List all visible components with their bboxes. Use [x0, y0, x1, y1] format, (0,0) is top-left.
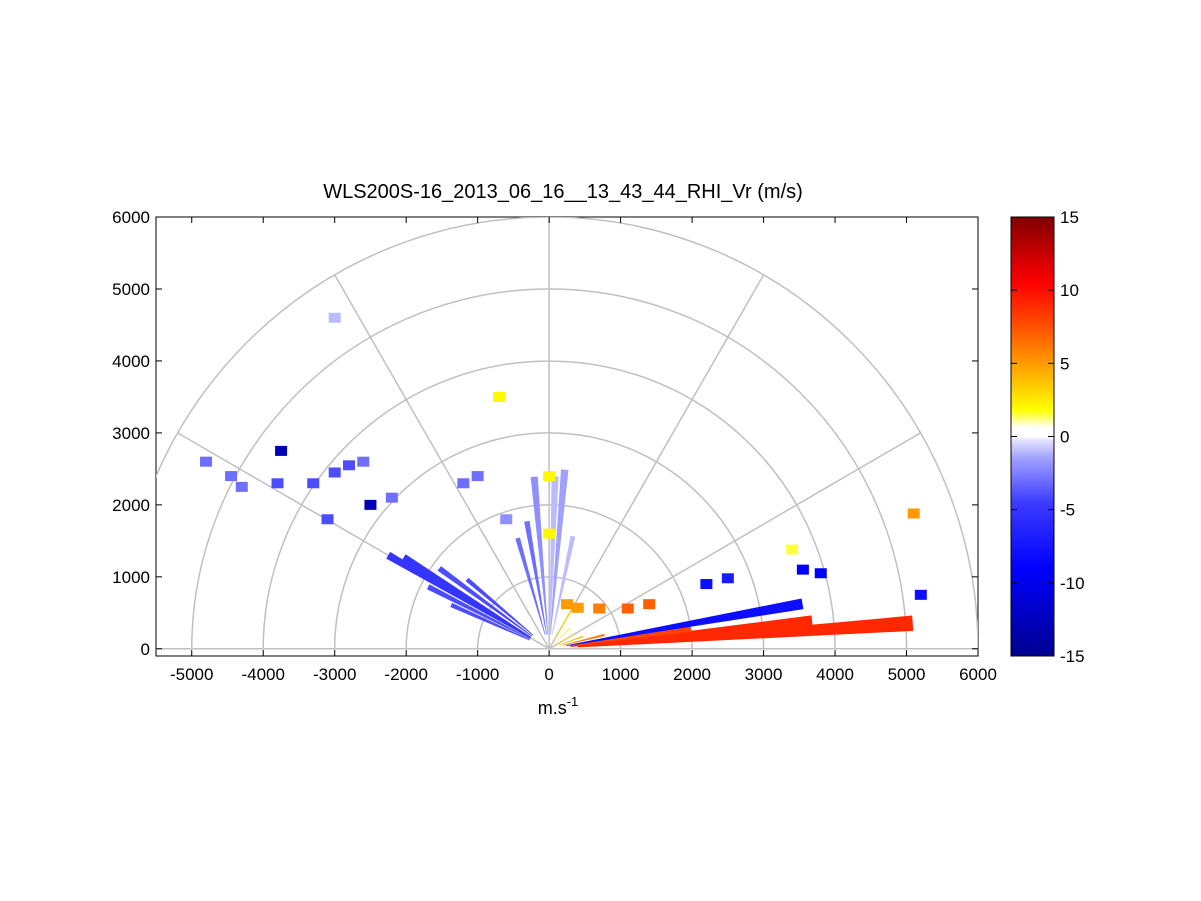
velocity-ray	[515, 537, 546, 636]
velocity-patch	[271, 478, 284, 489]
velocity-patch	[907, 508, 920, 519]
velocity-patch	[561, 599, 573, 610]
velocity-patch	[593, 603, 606, 614]
colorbar-tick-label: 5	[1060, 354, 1069, 373]
x-axis-label-base: m.s	[538, 698, 567, 718]
velocity-ray	[554, 628, 570, 644]
x-tick-label: 1000	[602, 665, 640, 684]
velocity-ray	[401, 554, 532, 638]
y-tick-label: 1000	[112, 568, 150, 587]
velocity-patch	[235, 481, 248, 492]
y-tick-label: 4000	[112, 352, 150, 371]
velocity-patch	[814, 568, 827, 579]
angle-spoke	[334, 274, 550, 650]
velocity-ray	[450, 602, 530, 641]
velocity-ray	[562, 633, 605, 646]
colorbar-tick-label: 0	[1060, 428, 1069, 447]
velocity-patch	[275, 445, 288, 456]
velocity-ray	[552, 610, 572, 643]
y-tick-label: 5000	[112, 280, 150, 299]
colorbar-tick-label: 10	[1060, 281, 1079, 300]
x-tick-label: 5000	[888, 665, 926, 684]
velocity-patch	[364, 499, 377, 510]
y-tick-label: 3000	[112, 424, 150, 443]
x-tick-label: 4000	[816, 665, 854, 684]
velocity-patch	[307, 478, 320, 489]
data-layer	[200, 312, 927, 648]
velocity-patch	[721, 573, 734, 584]
velocity-patch	[700, 579, 713, 590]
colorbar-tick-label: -10	[1060, 574, 1085, 593]
axes-ticks: -5000 -4000 -3000 -2000 -1000 0 1000 2000 3000 40…	[112, 208, 997, 684]
angle-spoke	[548, 432, 921, 650]
velocity-ray	[550, 469, 569, 635]
x-tick-label: -4000	[241, 665, 284, 684]
velocity-patch	[328, 467, 341, 478]
colorbar-ticks: 15 10 5 0 -5 -10 -15	[1011, 208, 1085, 666]
velocity-patch	[385, 492, 398, 503]
velocity-ray	[551, 535, 576, 635]
plot-area	[155, 216, 979, 657]
velocity-patch	[200, 456, 213, 467]
velocity-patch	[543, 528, 556, 539]
velocity-patch	[543, 471, 556, 482]
x-axis-label-superscript: -1	[567, 694, 579, 709]
x-tick-label: -2000	[384, 665, 427, 684]
x-tick-label: -5000	[170, 665, 213, 684]
velocity-patch	[342, 460, 355, 471]
velocity-ray	[465, 577, 533, 636]
velocity-patch	[643, 599, 656, 610]
velocity-ray	[570, 615, 813, 647]
velocity-patch	[321, 514, 334, 525]
x-tick-label: 3000	[745, 665, 783, 684]
colorbar-tick-label: 15	[1060, 208, 1079, 227]
velocity-ray	[566, 598, 804, 647]
x-tick-label: -3000	[313, 665, 356, 684]
x-tick-label: -1000	[456, 665, 499, 684]
velocity-patch	[786, 544, 799, 555]
y-tick-label: 6000	[112, 208, 150, 227]
velocity-patch	[328, 312, 341, 323]
velocity-ray	[530, 476, 549, 635]
x-tick-label: 6000	[959, 665, 997, 684]
velocity-ray	[549, 476, 559, 635]
velocity-patch	[571, 602, 584, 613]
velocity-patch	[225, 471, 238, 482]
velocity-ray	[426, 584, 531, 640]
x-axis-label: m.s-1	[538, 694, 579, 718]
velocity-ray	[437, 566, 533, 637]
colorbar	[1010, 216, 1055, 657]
velocity-patch	[621, 603, 634, 614]
colorbar-tick-label: -5	[1060, 501, 1075, 520]
colorbar-tick-label: -15	[1060, 647, 1085, 666]
velocity-ray	[555, 633, 575, 646]
y-tick-label: 2000	[112, 496, 150, 515]
velocity-patch	[357, 456, 370, 467]
angle-spoke	[548, 274, 765, 650]
velocity-patch	[500, 514, 513, 525]
velocity-patch	[493, 391, 506, 402]
velocity-patch	[796, 564, 809, 575]
velocity-patch	[457, 478, 470, 489]
velocity-patch	[914, 589, 927, 600]
chart-title: WLS200S-16_2013_06_16__13_43_44_RHI_Vr (…	[323, 181, 803, 203]
velocity-ray	[559, 635, 583, 646]
y-tick-label: 0	[141, 640, 150, 659]
velocity-ray	[524, 520, 547, 635]
velocity-ray	[386, 551, 531, 639]
x-tick-label: 0	[544, 665, 553, 684]
velocity-patch	[471, 471, 484, 482]
x-tick-label: 2000	[673, 665, 711, 684]
